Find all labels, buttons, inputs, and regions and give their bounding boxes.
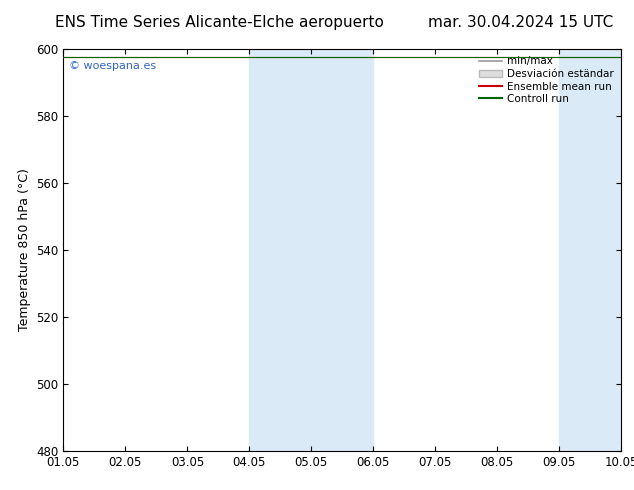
Text: mar. 30.04.2024 15 UTC: mar. 30.04.2024 15 UTC [429, 15, 614, 30]
Text: ENS Time Series Alicante-Elche aeropuerto: ENS Time Series Alicante-Elche aeropuert… [55, 15, 384, 30]
Y-axis label: Temperature 850 hPa (°C): Temperature 850 hPa (°C) [18, 169, 30, 331]
Legend: min/max, Desviación eständar, Ensemble mean run, Controll run: min/max, Desviación eständar, Ensemble m… [477, 54, 616, 106]
Bar [249, 49, 373, 451]
Text: © woespana.es: © woespana.es [69, 61, 156, 71]
Bar [559, 49, 621, 451]
